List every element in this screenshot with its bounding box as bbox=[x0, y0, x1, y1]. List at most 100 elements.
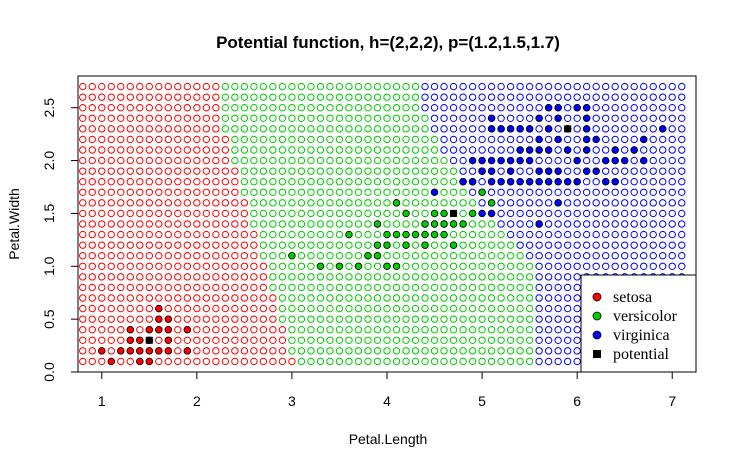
grid-point-virginica bbox=[573, 125, 581, 133]
grid-point-setosa bbox=[79, 252, 87, 260]
grid-point-setosa bbox=[174, 209, 182, 218]
grid-point-versicolor bbox=[383, 326, 391, 334]
grid-point-versicolor bbox=[269, 146, 277, 154]
grid-point-setosa bbox=[212, 347, 220, 355]
grid-point-virginica bbox=[535, 283, 543, 292]
grid-point-versicolor bbox=[430, 167, 439, 175]
grid-point-virginica bbox=[678, 241, 686, 249]
grid-point-setosa bbox=[126, 93, 134, 101]
grid-point-versicolor bbox=[402, 104, 410, 112]
grid-point-setosa bbox=[240, 315, 249, 323]
grid-point-versicolor bbox=[506, 336, 515, 344]
grid-point-virginica bbox=[668, 230, 676, 239]
grid-point-versicolor bbox=[278, 156, 287, 165]
grid-point-versicolor bbox=[221, 114, 230, 122]
grid-point-setosa bbox=[126, 220, 134, 228]
grid-point-versicolor bbox=[516, 357, 524, 366]
grid-point-versicolor bbox=[449, 357, 458, 366]
grid-point-versicolor bbox=[269, 252, 277, 260]
grid-point-versicolor bbox=[402, 146, 410, 154]
grid-point-versicolor bbox=[250, 146, 258, 154]
grid-point-setosa bbox=[117, 326, 125, 334]
grid-point-setosa bbox=[259, 273, 268, 281]
grid-point-versicolor bbox=[516, 315, 524, 323]
grid-point-setosa bbox=[136, 104, 144, 112]
data-point-virginica bbox=[592, 167, 600, 175]
grid-point-setosa bbox=[88, 125, 96, 133]
grid-point-virginica bbox=[468, 167, 477, 175]
grid-point-versicolor bbox=[326, 230, 334, 239]
grid-point-setosa bbox=[202, 82, 211, 91]
data-point-versicolor bbox=[383, 262, 391, 270]
grid-point-setosa bbox=[145, 167, 154, 175]
grid-point-setosa bbox=[155, 146, 163, 154]
grid-point-virginica bbox=[478, 135, 486, 144]
grid-point-versicolor bbox=[440, 188, 448, 196]
grid-point-setosa bbox=[259, 304, 268, 313]
grid-point-virginica bbox=[668, 220, 676, 228]
data-point-versicolor bbox=[430, 209, 439, 218]
potential-marker-versicolor bbox=[450, 209, 458, 217]
grid-point-versicolor bbox=[297, 315, 306, 323]
grid-point-versicolor bbox=[525, 336, 534, 344]
grid-point-versicolor bbox=[392, 273, 401, 281]
grid-point-setosa bbox=[193, 146, 201, 154]
grid-point-virginica bbox=[640, 241, 648, 249]
grid-point-virginica bbox=[649, 220, 657, 228]
data-point-virginica bbox=[611, 146, 619, 154]
grid-point-versicolor bbox=[364, 167, 372, 175]
grid-point-setosa bbox=[88, 188, 96, 196]
grid-point-versicolor bbox=[269, 262, 277, 270]
grid-point-versicolor bbox=[316, 230, 325, 239]
grid-point-setosa bbox=[155, 230, 163, 239]
grid-point-setosa bbox=[164, 167, 173, 175]
grid-point-versicolor bbox=[364, 230, 372, 239]
grid-point-versicolor bbox=[259, 178, 268, 186]
grid-point-versicolor bbox=[240, 82, 249, 91]
grid-point-versicolor bbox=[250, 93, 258, 101]
grid-point-versicolor bbox=[307, 262, 315, 270]
grid-point-versicolor bbox=[345, 252, 353, 260]
grid-point-setosa bbox=[136, 199, 144, 207]
grid-point-setosa bbox=[107, 220, 115, 228]
grid-point-virginica bbox=[601, 135, 610, 144]
grid-point-virginica bbox=[563, 252, 572, 260]
grid-point-virginica bbox=[659, 167, 667, 175]
grid-point-setosa bbox=[145, 294, 154, 302]
grid-point-versicolor bbox=[307, 336, 315, 344]
grid-point-versicolor bbox=[316, 326, 325, 334]
grid-point-versicolor bbox=[364, 357, 372, 366]
grid-point-versicolor bbox=[364, 135, 372, 144]
grid-point-setosa bbox=[193, 283, 201, 292]
grid-point-setosa bbox=[117, 178, 125, 186]
grid-point-virginica bbox=[678, 252, 686, 260]
grid-point-versicolor bbox=[288, 188, 296, 196]
grid-point-setosa bbox=[117, 241, 125, 249]
grid-point-setosa bbox=[193, 336, 201, 344]
grid-point-virginica bbox=[525, 220, 534, 228]
grid-point-versicolor bbox=[297, 125, 306, 133]
grid-point-versicolor bbox=[335, 241, 344, 249]
grid-point-versicolor bbox=[364, 336, 372, 344]
grid-point-setosa bbox=[259, 357, 268, 366]
grid-point-versicolor bbox=[468, 336, 477, 344]
grid-point-setosa bbox=[126, 294, 134, 302]
grid-point-setosa bbox=[164, 357, 173, 366]
grid-point-setosa bbox=[136, 156, 144, 165]
grid-point-virginica bbox=[544, 283, 553, 292]
grid-point-setosa bbox=[107, 178, 115, 186]
grid-point-setosa bbox=[145, 146, 154, 154]
data-point-virginica bbox=[516, 156, 524, 165]
grid-point-versicolor bbox=[383, 104, 391, 112]
grid-point-virginica bbox=[592, 114, 600, 122]
grid-point-versicolor bbox=[316, 347, 325, 355]
grid-point-versicolor bbox=[411, 315, 420, 323]
legend-label-potential: potential bbox=[613, 346, 670, 363]
grid-point-versicolor bbox=[297, 294, 306, 302]
grid-point-virginica bbox=[601, 199, 610, 207]
grid-point-setosa bbox=[164, 230, 173, 239]
grid-point-virginica bbox=[544, 273, 553, 281]
grid-point-versicolor bbox=[392, 304, 401, 313]
grid-point-virginica bbox=[478, 125, 486, 133]
